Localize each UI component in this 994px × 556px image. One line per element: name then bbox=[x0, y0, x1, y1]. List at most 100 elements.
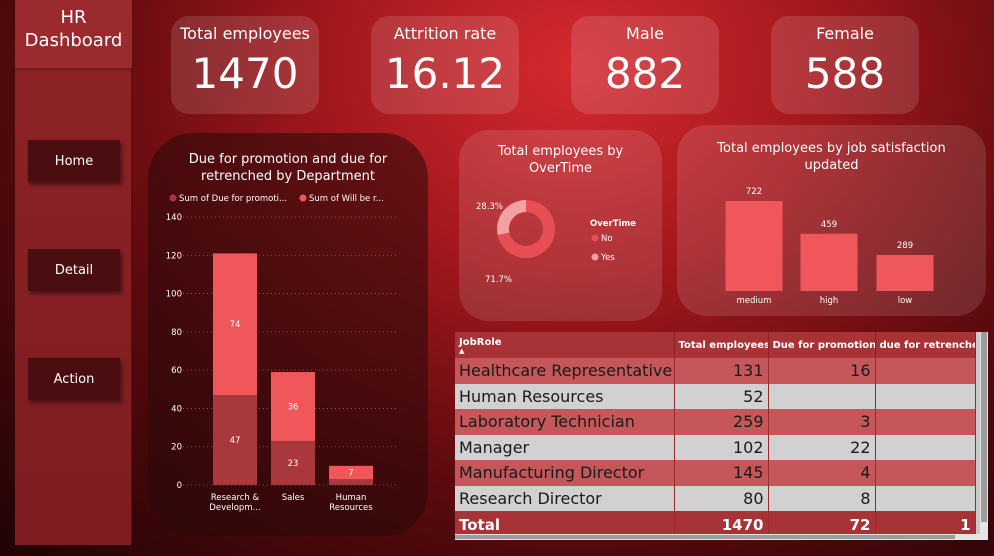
x-tick-label: Sales bbox=[282, 493, 305, 503]
due-for-promotion-cell: 3 bbox=[768, 409, 875, 435]
dashboard-title-line2: Dashboard bbox=[15, 29, 132, 52]
x-tick-label: medium bbox=[737, 296, 772, 306]
table-row[interactable]: Human Resources 52 bbox=[455, 384, 975, 410]
overtime-chart-title: Total employees by OverTime bbox=[459, 143, 662, 177]
kpi-value: 588 bbox=[771, 49, 919, 98]
total-employees-cell: 145 bbox=[674, 460, 768, 486]
chart-title-line2: updated bbox=[677, 157, 986, 174]
legend-marker bbox=[170, 195, 177, 202]
x-tick-label: Resources bbox=[329, 503, 373, 513]
bar-low[interactable] bbox=[877, 255, 934, 291]
total-employees-cell: 102 bbox=[674, 435, 768, 461]
y-tick-label: 120 bbox=[166, 251, 182, 261]
legend-marker bbox=[592, 235, 599, 242]
column-header-due-for-promotion[interactable]: Due for promotion bbox=[768, 332, 875, 358]
x-tick-label: Human bbox=[336, 493, 367, 503]
sort-ascending-icon: ▲ bbox=[459, 348, 670, 354]
y-tick-label: 100 bbox=[166, 290, 182, 300]
kpi-male: Male 882 bbox=[571, 16, 719, 114]
legend-marker bbox=[300, 195, 307, 202]
bar-due-for-promotion[interactable] bbox=[329, 479, 373, 485]
x-tick-label: Developm... bbox=[209, 503, 260, 513]
chart-legend: Sum of Due for promoti... Sum of Will be … bbox=[170, 194, 384, 204]
total-employees-cell: 80 bbox=[674, 486, 768, 512]
slice-label-no: 71.7% bbox=[485, 275, 512, 285]
overtime-chart-panel: Total employees by OverTime 28.3% 71.7% Ov… bbox=[459, 130, 662, 321]
column-header-total-employees[interactable]: Total employees bbox=[674, 332, 768, 358]
chart-title-line1: Total employees by bbox=[459, 143, 662, 160]
due-for-retrenchment-cell bbox=[875, 409, 975, 435]
total-employees-cell: 52 bbox=[674, 384, 768, 410]
kpi-label: Attrition rate bbox=[371, 24, 519, 43]
action-button[interactable]: Action bbox=[28, 358, 120, 400]
y-tick-label: 60 bbox=[171, 366, 182, 376]
legend-marker bbox=[592, 254, 599, 261]
y-tick-label: 40 bbox=[171, 404, 182, 414]
table-vertical-scrollbar[interactable] bbox=[980, 332, 988, 540]
due-for-retrenchment-cell bbox=[875, 486, 975, 512]
total-employees-cell: 131 bbox=[674, 358, 768, 384]
due-for-retrenchment-cell bbox=[875, 358, 975, 384]
data-label: 36 bbox=[288, 403, 299, 413]
x-tick-label: Research & bbox=[211, 493, 260, 503]
department-chart-panel: Due for promotion and due for retrenched… bbox=[148, 133, 428, 536]
detail-button[interactable]: Detail bbox=[28, 249, 120, 291]
jobrole-cell: Healthcare Representative bbox=[455, 358, 674, 384]
y-tick-label: 20 bbox=[171, 443, 182, 453]
due-for-retrenchment-cell bbox=[875, 460, 975, 486]
jobrole-table[interactable]: JobRole ▲ Total employees Due for promot… bbox=[455, 332, 988, 540]
kpi-attrition-rate: Attrition rate 16.12 bbox=[371, 16, 519, 114]
due-for-promotion-cell: 22 bbox=[768, 435, 875, 461]
column-header-due-for-retrenchment[interactable]: due for retrenchem bbox=[875, 332, 975, 358]
kpi-total-employees: Total employees 1470 bbox=[171, 16, 319, 114]
kpi-value: 882 bbox=[571, 49, 719, 98]
scrollbar-thumb[interactable] bbox=[455, 535, 955, 539]
chart-title-line1: Total employees by job satisfaction bbox=[677, 140, 986, 157]
due-for-retrenchment-cell bbox=[875, 384, 975, 410]
data-label: 74 bbox=[230, 320, 241, 330]
slice-label-yes: 28.3% bbox=[476, 202, 503, 212]
job-satisfaction-bar-chart: 722 medium 459 high 289 low bbox=[677, 176, 986, 316]
bar-medium[interactable] bbox=[726, 201, 783, 291]
table-header-row: JobRole ▲ Total employees Due for promot… bbox=[455, 332, 975, 358]
y-tick-label: 0 bbox=[177, 481, 182, 491]
table-row[interactable]: Laboratory Technician 259 3 bbox=[455, 409, 975, 435]
y-tick-label: 140 bbox=[166, 213, 182, 223]
kpi-label: Female bbox=[771, 24, 919, 43]
kpi-female: Female 588 bbox=[771, 16, 919, 114]
department-stacked-bar-chart: Sum of Due for promoti... Sum of Will be … bbox=[148, 188, 428, 528]
data-label: 722 bbox=[746, 187, 762, 197]
due-for-promotion-cell bbox=[768, 384, 875, 410]
home-button[interactable]: Home bbox=[28, 140, 120, 182]
data-label: 7 bbox=[348, 469, 353, 479]
data-label: 289 bbox=[897, 241, 913, 251]
data-label: 47 bbox=[230, 436, 241, 446]
kpi-label: Male bbox=[571, 24, 719, 43]
jobrole-cell: Manufacturing Director bbox=[455, 460, 674, 486]
table-row[interactable]: Research Director 80 8 bbox=[455, 486, 975, 512]
kpi-label: Total employees bbox=[171, 24, 319, 43]
scrollbar-thumb[interactable] bbox=[981, 332, 987, 522]
table-row[interactable]: Manager 102 22 bbox=[455, 435, 975, 461]
department-chart-title: Due for promotion and due for retrenched… bbox=[148, 151, 428, 185]
kpi-value: 16.12 bbox=[371, 49, 519, 98]
jobrole-cell: Manager bbox=[455, 435, 674, 461]
due-for-promotion-cell: 8 bbox=[768, 486, 875, 512]
kpi-value: 1470 bbox=[171, 49, 319, 98]
x-tick-label: low bbox=[898, 296, 913, 306]
data-label: 459 bbox=[821, 220, 837, 230]
due-for-retrenchment-cell bbox=[875, 435, 975, 461]
dashboard-title: HR Dashboard bbox=[15, 0, 132, 68]
due-for-promotion-cell: 4 bbox=[768, 460, 875, 486]
legend-entry: Sum of Due for promoti... bbox=[179, 194, 287, 204]
jobrole-cell: Laboratory Technician bbox=[455, 409, 674, 435]
y-tick-label: 80 bbox=[171, 328, 182, 338]
table-horizontal-scrollbar[interactable] bbox=[455, 534, 980, 540]
table-row[interactable]: Manufacturing Director 145 4 bbox=[455, 460, 975, 486]
column-header-jobrole[interactable]: JobRole ▲ bbox=[455, 332, 674, 358]
bar-high[interactable] bbox=[801, 234, 858, 291]
due-for-promotion-cell: 16 bbox=[768, 358, 875, 384]
legend-entry-yes: Yes bbox=[600, 253, 615, 263]
table-row[interactable]: Healthcare Representative 131 16 bbox=[455, 358, 975, 384]
total-employees-cell: 259 bbox=[674, 409, 768, 435]
